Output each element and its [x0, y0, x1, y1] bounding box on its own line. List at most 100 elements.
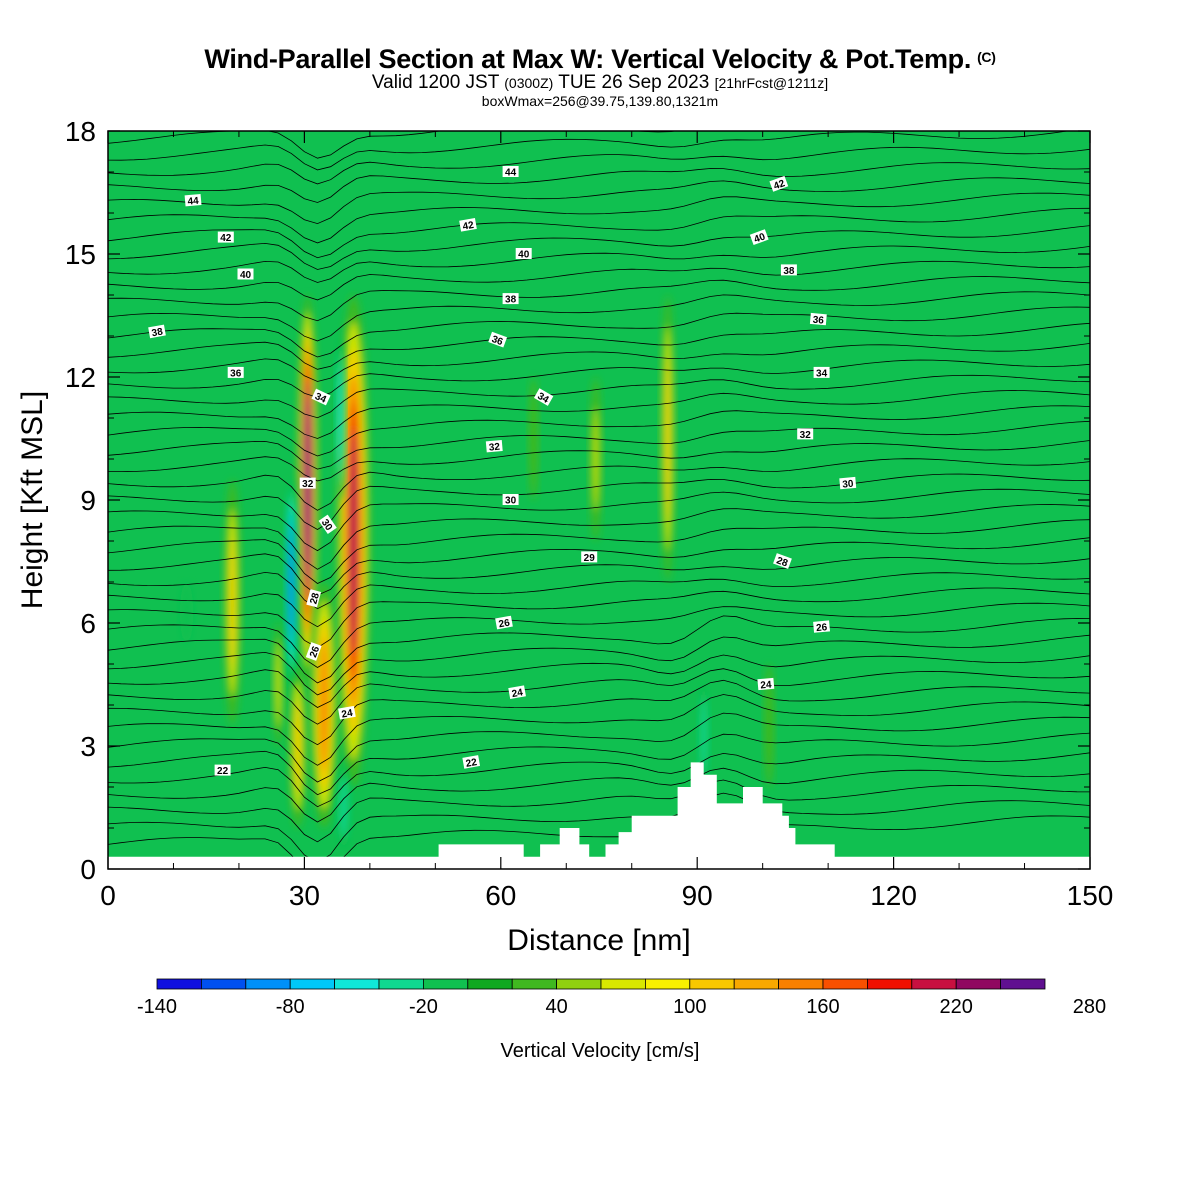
theta-contour-line	[108, 504, 1090, 570]
valid-prefix: Valid 1200 JST	[371, 72, 499, 93]
contour-label: 28	[773, 553, 792, 570]
contour-label: 32	[485, 440, 503, 454]
contour-label: 34	[311, 388, 331, 406]
colorbar-tick-label: 160	[806, 996, 839, 1018]
contour-label: 42	[769, 175, 789, 192]
contour-label-text: 22	[217, 766, 229, 777]
contour-label: 34	[533, 388, 554, 406]
theta-contour-line	[108, 557, 1090, 610]
colorbar-swatch	[422, 978, 469, 990]
theta-contour-line	[108, 679, 1090, 746]
contour-label-text: 40	[518, 250, 530, 261]
updraft-5	[273, 623, 284, 746]
y-axis-title: Height [Kft MSL]	[16, 391, 49, 609]
theta-contour-line	[108, 668, 1090, 725]
contour-label-text: 28	[308, 591, 322, 605]
downdraft-3	[698, 684, 709, 787]
contour-label-text: 24	[760, 679, 772, 691]
contour-label-text: 42	[772, 178, 787, 192]
colorbar-tick-label: 220	[940, 996, 973, 1018]
theta-contour-line	[108, 694, 1090, 766]
updraft-2	[310, 582, 338, 828]
contour-label: 38	[148, 324, 166, 339]
contour-label: 40	[515, 248, 532, 261]
contour-label-text: 26	[308, 645, 322, 660]
contour-label-text: 32	[800, 430, 812, 441]
theta-contour-line	[108, 162, 1090, 203]
contour-label: 38	[780, 264, 797, 277]
terrain-fill	[108, 762, 1090, 869]
colorbar-swatch	[733, 978, 780, 990]
theta-contour-line	[108, 276, 1090, 322]
contour-label-text: 32	[302, 479, 314, 490]
colorbar-swatch	[156, 978, 202, 990]
contour-label-text: 38	[783, 266, 795, 277]
theta-contour-line	[108, 519, 1090, 584]
contour-label-text: 38	[505, 295, 517, 306]
valid-utc: (0300Z)	[504, 75, 554, 91]
contour-label-text: 30	[842, 479, 854, 491]
downdraft-1	[335, 336, 345, 500]
contour-label-text: 30	[505, 496, 517, 507]
colorbar-title: Vertical Velocity [cm/s]	[501, 1040, 700, 1062]
contour-label-text: 32	[488, 442, 500, 454]
contour-label: 26	[813, 620, 831, 634]
contour-label-text: 29	[584, 553, 596, 564]
terrain	[108, 762, 1090, 869]
theta-contour-line	[108, 306, 1090, 358]
contour-label: 36	[809, 312, 827, 327]
contour-label-text: 36	[812, 315, 824, 327]
contour-label: 24	[508, 685, 526, 700]
y-tick-label: 18	[65, 116, 96, 147]
x-axis-title: Distance [nm]	[507, 924, 690, 957]
colorbar-swatch	[645, 978, 691, 990]
colorbar-swatch	[556, 978, 602, 990]
contour-label-text: 36	[230, 368, 242, 379]
theta-contour-line	[108, 192, 1090, 244]
contour-label-text: 34	[313, 391, 328, 406]
theta-contour-line	[108, 207, 1090, 259]
contour-label-text: 44	[505, 168, 517, 179]
theta-contour-line	[108, 458, 1090, 511]
contour-label: 30	[318, 514, 337, 535]
y-tick-label: 9	[80, 485, 96, 516]
contour-label-text: 24	[511, 687, 524, 700]
contour-label: 30	[839, 476, 857, 491]
contour-label-text: 42	[220, 233, 232, 244]
contour-label: 36	[488, 331, 508, 348]
x-tick-label: 30	[289, 880, 320, 911]
colorbar-swatch	[689, 978, 735, 990]
contour-label: 38	[502, 293, 519, 306]
y-tick-label: 12	[65, 362, 96, 393]
colorbar-tick-label: 40	[545, 996, 567, 1018]
contour-label: 40	[749, 229, 769, 246]
theta-contour-line	[108, 291, 1090, 342]
y-tick-label: 3	[80, 731, 96, 762]
theta-contour-line	[108, 225, 1090, 270]
boxwmax-line: boxWmax=256@39.75,139.80,1321m	[481, 93, 719, 109]
theta-contour-line	[108, 146, 1090, 185]
theta-contour-line	[108, 654, 1090, 708]
colorbar-tick-label: 100	[673, 996, 706, 1018]
colorbar-swatch	[467, 978, 513, 990]
colorbar-tick-label: -140	[137, 996, 177, 1018]
colorbar-swatch	[600, 978, 646, 990]
updraft-0	[337, 295, 370, 787]
chart-title-text: Wind-Parallel Section at Max W: Vertical…	[204, 44, 972, 74]
theta-contour-labels: 44 42 40 38 36 34 32 30 28 26 24 22 44 42 40 38 36 34 32 30…	[148, 166, 857, 777]
contour-label-text: 38	[151, 326, 164, 339]
colorbar-swatch	[334, 978, 380, 990]
chart-title: Wind-Parallel Section at Max W: Vertical…	[0, 44, 1200, 75]
contour-label-text: 40	[240, 270, 252, 281]
theta-contour-line	[108, 245, 1090, 283]
colorbar-tick-label: -20	[409, 996, 438, 1018]
downdraft-0	[286, 479, 297, 685]
colorbar-swatch	[289, 978, 336, 990]
contour-label: 42	[217, 231, 234, 244]
contour-label: 24	[338, 705, 356, 721]
theta-contour-line	[108, 572, 1090, 628]
colorbar-swatch	[378, 978, 424, 990]
updraft-7	[589, 377, 602, 541]
